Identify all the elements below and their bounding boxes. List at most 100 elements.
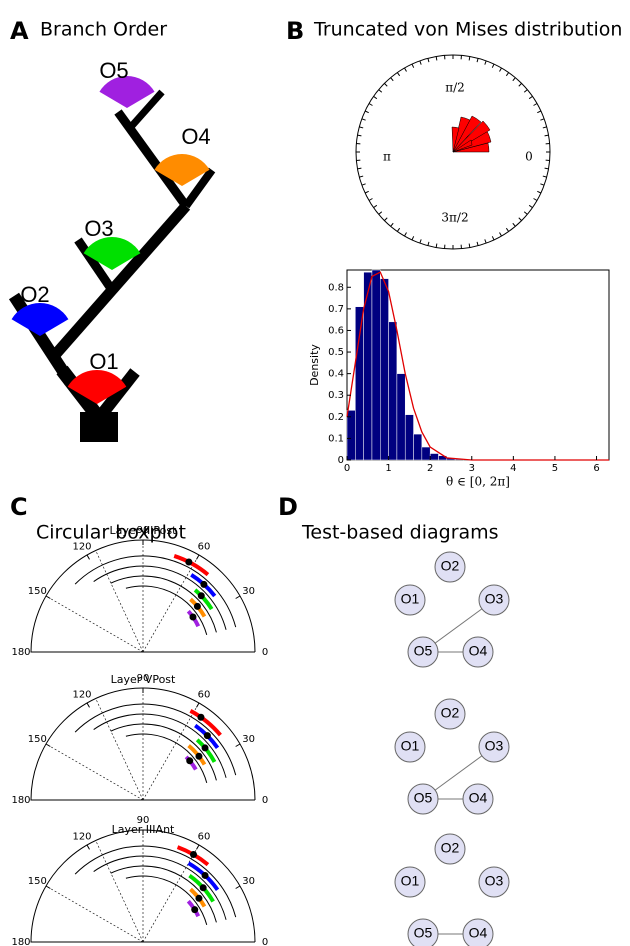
angle-label: 30: [242, 586, 255, 597]
median-dot: [199, 884, 207, 892]
polar-tick: [544, 134, 549, 137]
dashed-guide: [95, 698, 144, 801]
polar-tick: [373, 95, 378, 100]
outer-arc: [30, 539, 256, 653]
polar-tick: [484, 239, 487, 244]
polar-tick: [384, 83, 388, 87]
polar-tick: [523, 89, 528, 93]
polar-tick: [542, 175, 547, 178]
bar: [413, 433, 423, 461]
rose-wedge: [452, 120, 491, 153]
angle-tick: [45, 885, 51, 889]
polar-tick: [361, 118, 366, 121]
median-dot: [200, 580, 208, 588]
angle-label: 120: [72, 541, 91, 552]
angle-label: 180: [11, 647, 30, 658]
node: [434, 551, 466, 583]
polar-tick: [518, 83, 522, 87]
median-dot: [197, 592, 205, 600]
bar: [371, 269, 381, 461]
node: [462, 636, 494, 668]
rose-wedge: [452, 139, 473, 153]
node: [394, 866, 426, 898]
dashed-guide: [95, 840, 144, 943]
angle-tick: [86, 844, 90, 850]
branch-label: O4: [181, 124, 210, 149]
panel-letter: A: [10, 17, 29, 45]
node: [462, 918, 494, 946]
polar-tick: [499, 232, 502, 237]
polar-tick: [476, 58, 479, 63]
node: [478, 584, 510, 616]
angle-label: 0: [262, 647, 268, 658]
node: [407, 783, 439, 815]
median-dot: [197, 713, 205, 721]
polar-tick: [542, 126, 547, 129]
polar-tick: [427, 58, 430, 63]
bar: [421, 446, 431, 461]
polar-tick: [537, 110, 542, 114]
node-label: O2: [441, 558, 460, 574]
polar-tick: [390, 77, 394, 82]
whisker-arc: [93, 855, 227, 920]
polar-tick: [528, 204, 533, 209]
angle-label: 90: [137, 815, 150, 826]
outer-arc: [30, 829, 256, 943]
dashed-guide: [45, 885, 144, 943]
y-tick-label: 0.7: [328, 304, 344, 315]
y-axis-label: Density: [308, 344, 321, 386]
whisker-arc: [110, 865, 217, 923]
polar-tick: [537, 190, 542, 194]
polar-tick: [533, 103, 538, 106]
angle-tick: [196, 844, 200, 850]
whisker-arc: [74, 555, 237, 628]
polar-tick: [384, 217, 388, 221]
median-dot: [201, 871, 209, 879]
angle-label: 150: [28, 734, 47, 745]
polar-tick: [435, 243, 438, 248]
x-tick-label: 2: [427, 463, 433, 474]
angle-tick: [235, 885, 241, 889]
polar-tick: [390, 222, 394, 227]
y-tick-label: 0.2: [328, 412, 344, 423]
angle-label: 120: [72, 831, 91, 842]
polar-tick: [378, 211, 383, 215]
polar-tick: [359, 126, 364, 129]
angle-label: 90: [137, 673, 150, 684]
branch: [74, 237, 116, 293]
polar-tick: [540, 183, 545, 186]
polar-tick: [359, 175, 364, 178]
polar-tick: [364, 110, 369, 114]
polar-tick: [419, 60, 422, 65]
branch: [94, 368, 140, 422]
angle-tick: [235, 743, 241, 747]
angle-label: 180: [11, 937, 30, 946]
polar-tick: [419, 239, 422, 244]
whisker-arc: [110, 723, 217, 781]
plot-title: Layer IIIPost: [110, 524, 178, 537]
node: [478, 731, 510, 763]
angle-label: 60: [198, 831, 211, 842]
x-tick-label: 1: [385, 463, 391, 474]
polar-tick: [491, 236, 495, 241]
branch: [182, 167, 216, 209]
polar-tick: [523, 211, 528, 215]
panel-letter: D: [278, 493, 298, 521]
node: [434, 833, 466, 865]
y-tick-label: 0: [338, 455, 344, 466]
polar-tick: [368, 103, 373, 106]
panel-title: Branch Order: [40, 19, 167, 41]
median-dot: [195, 894, 203, 902]
panel-title: Circular boxplot: [36, 522, 186, 544]
polar-tick: [357, 167, 362, 170]
whisker-arc: [125, 875, 208, 926]
branch-fan: [11, 302, 69, 336]
branch-label: O2: [20, 282, 49, 307]
angle-label: 0: [262, 795, 268, 806]
polar-tick: [476, 241, 479, 246]
bar: [429, 453, 439, 461]
angle-label: 60: [198, 689, 211, 700]
outer-arc: [30, 687, 256, 801]
node-label: O3: [485, 873, 504, 889]
polar-label: π: [383, 150, 391, 164]
